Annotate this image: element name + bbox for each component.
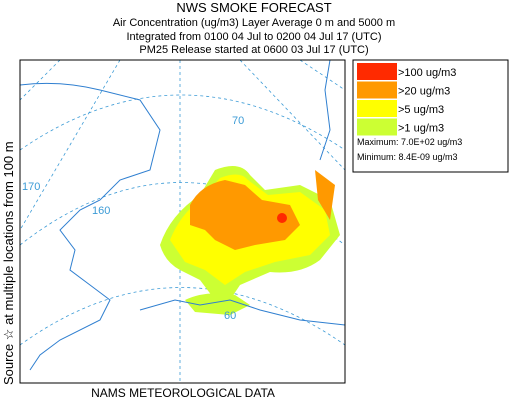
graticule-label: 60: [224, 310, 236, 322]
subtitle: Air Concentration (ug/m3) Layer Average …: [113, 17, 395, 29]
subtitle: PM25 Release started at 0600 03 Jul 17 (…: [139, 44, 368, 56]
map: [20, 60, 345, 383]
footer: NAMS METEOROLOGICAL DATA: [91, 386, 275, 400]
minimum: Minimum: 8.4E-09 ug/m3: [357, 152, 458, 162]
graticule-label: 170: [22, 181, 40, 193]
legend-swatch: [357, 100, 397, 117]
legend-swatch: [357, 63, 397, 80]
legend-label: >20 ug/m3: [398, 86, 450, 98]
side-label: Source ☆ at multiple locations from 100 …: [1, 141, 16, 385]
plot-frame: [19, 59, 346, 384]
title: NWS SMOKE FORECAST: [176, 0, 331, 15]
legend-label: >1 ug/m3: [398, 123, 444, 135]
legend-label: >100 ug/m3: [398, 67, 456, 79]
legend-swatch: [357, 118, 397, 136]
legend-swatch: [357, 81, 397, 99]
subtitle: Integrated from 0100 04 Jul to 0200 04 J…: [127, 31, 382, 43]
legend-label: >5 ug/m3: [398, 104, 444, 116]
legend: >100 ug/m3 >20 ug/m3 >5 ug/m3 >1 ug/m3: [352, 59, 509, 173]
graticule-label: 160: [92, 205, 110, 217]
maximum: Maximum: 7.0E+02 ug/m3: [357, 137, 462, 147]
graticule-label: 70: [232, 115, 244, 127]
